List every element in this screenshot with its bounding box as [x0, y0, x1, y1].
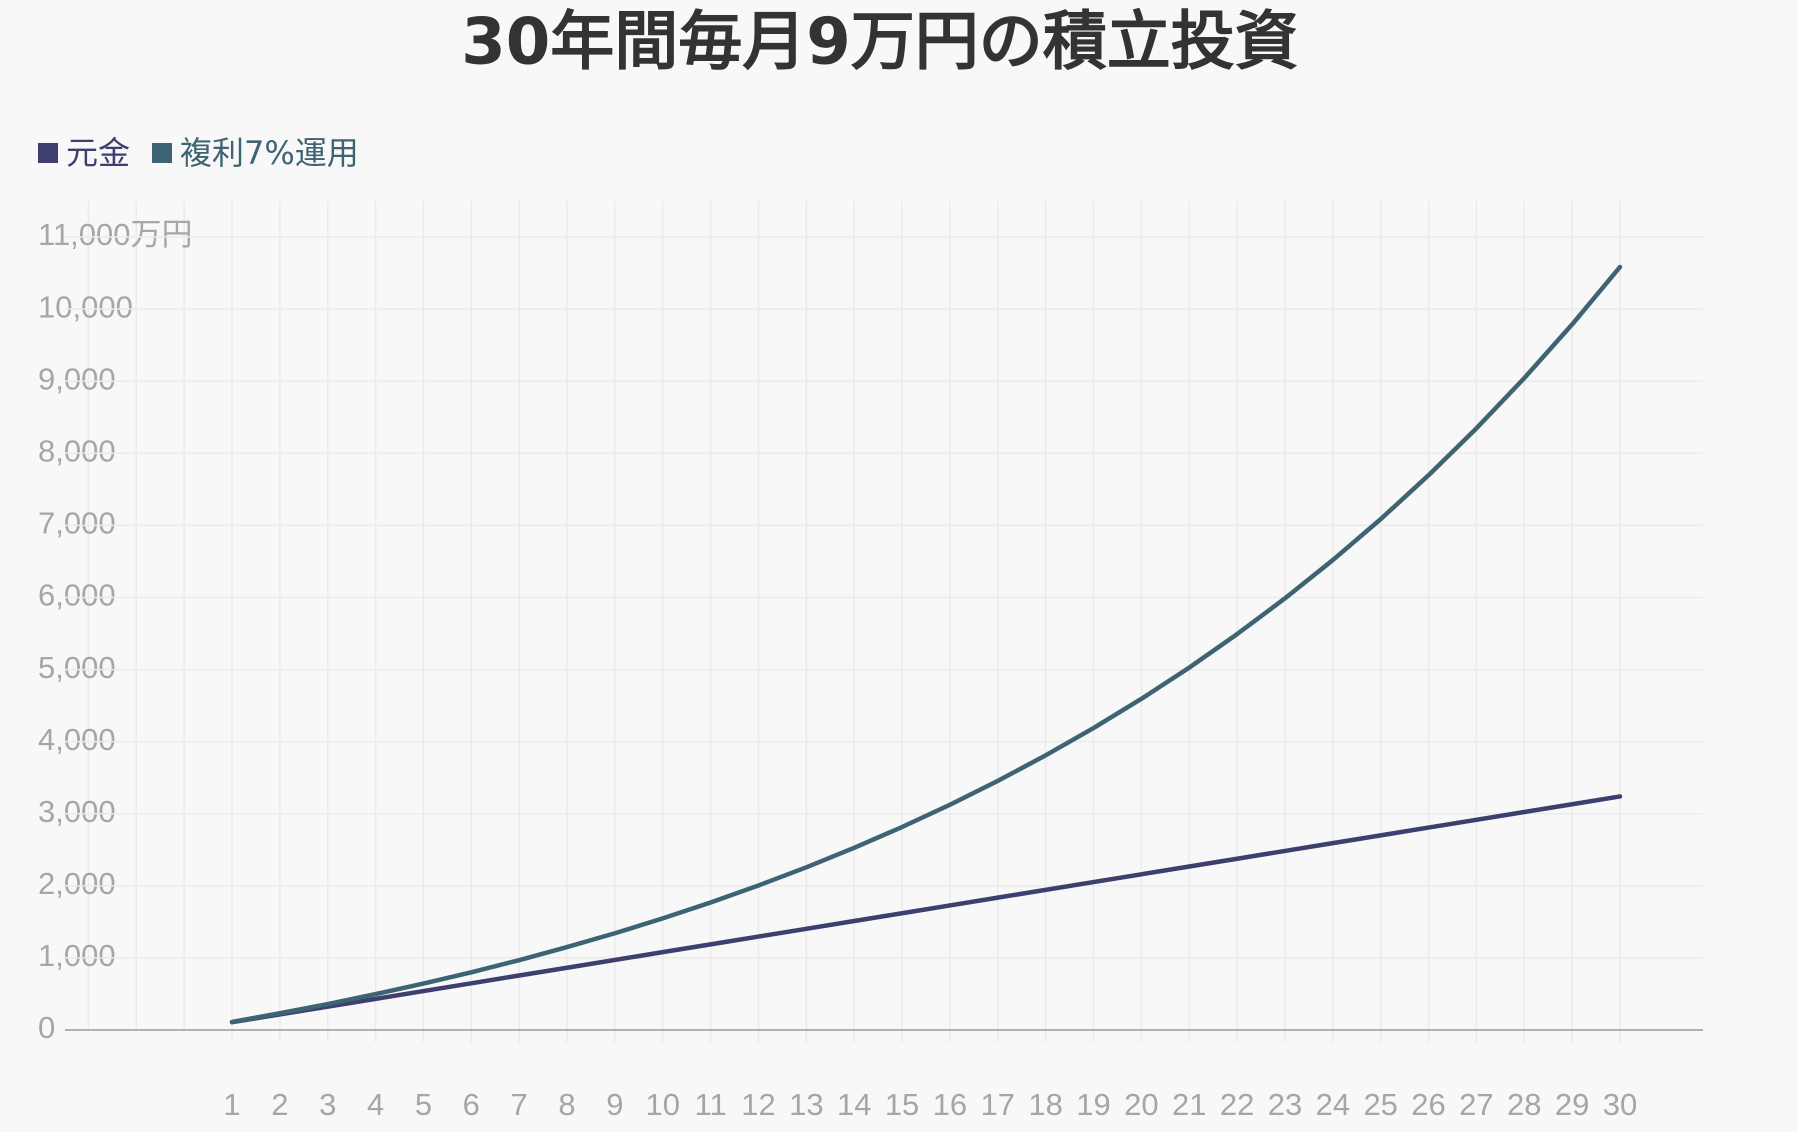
chart-title: 30年間毎月9万円の積立投資: [461, 6, 1299, 80]
x-tick-label: 10: [646, 1087, 680, 1122]
x-tick-label: 11: [695, 1087, 727, 1122]
y-tick-label: 3,000: [38, 794, 116, 829]
y-tick-label: 9,000: [38, 361, 116, 396]
x-tick-label: 8: [558, 1087, 575, 1122]
x-tick-label: 19: [1076, 1087, 1110, 1122]
y-tick-label: 2,000: [38, 866, 116, 901]
x-tick-label: 18: [1028, 1087, 1062, 1122]
x-tick-label: 23: [1268, 1087, 1302, 1122]
x-tick-label: 30: [1603, 1087, 1637, 1122]
line-series: [229, 264, 1623, 1025]
x-tick-label: 28: [1507, 1087, 1541, 1122]
y-tick-label: 10,000: [38, 289, 133, 324]
y-tick-label: 8,000: [38, 433, 116, 468]
x-tick-label: 7: [511, 1087, 528, 1122]
legend-label: 元金: [66, 134, 130, 172]
y-tick-label: 4,000: [38, 722, 116, 757]
x-tick-label: 22: [1220, 1087, 1254, 1122]
y-tick-label: 11,000万円: [38, 217, 193, 252]
x-tick-label: 1: [223, 1087, 240, 1122]
x-tick-label: 20: [1124, 1087, 1158, 1122]
line-series: [229, 794, 1623, 1025]
x-tick-label: 12: [741, 1087, 775, 1122]
x-tick-label: 15: [885, 1087, 919, 1122]
x-tick-label: 14: [837, 1087, 871, 1122]
x-tick-label: 16: [933, 1087, 967, 1122]
x-tick-label: 21: [1172, 1087, 1206, 1122]
x-tick-label: 5: [415, 1087, 432, 1122]
legend-swatch: [152, 143, 173, 163]
y-tick-label: 0: [38, 1010, 55, 1045]
x-tick-label: 6: [463, 1087, 480, 1122]
x-tick-label: 26: [1411, 1087, 1445, 1122]
x-tick-label: 25: [1363, 1087, 1397, 1122]
y-tick-label: 5,000: [38, 650, 116, 685]
y-tick-label: 6,000: [38, 578, 116, 613]
x-tick-label: 24: [1316, 1087, 1350, 1122]
x-tick-label: 3: [319, 1087, 336, 1122]
x-tick-label: 29: [1555, 1087, 1589, 1122]
x-tick-label: 17: [981, 1087, 1015, 1122]
x-tick-label: 13: [789, 1087, 823, 1122]
x-tick-label: 2: [271, 1087, 288, 1122]
legend-label: 複利7%運用: [180, 134, 359, 172]
legend-swatch: [38, 143, 58, 163]
x-tick-label: 27: [1459, 1087, 1493, 1122]
x-tick-label: 4: [367, 1087, 384, 1122]
y-tick-label: 7,000: [38, 506, 116, 541]
y-tick-label: 1,000: [38, 938, 116, 973]
x-tick-label: 9: [606, 1087, 623, 1122]
